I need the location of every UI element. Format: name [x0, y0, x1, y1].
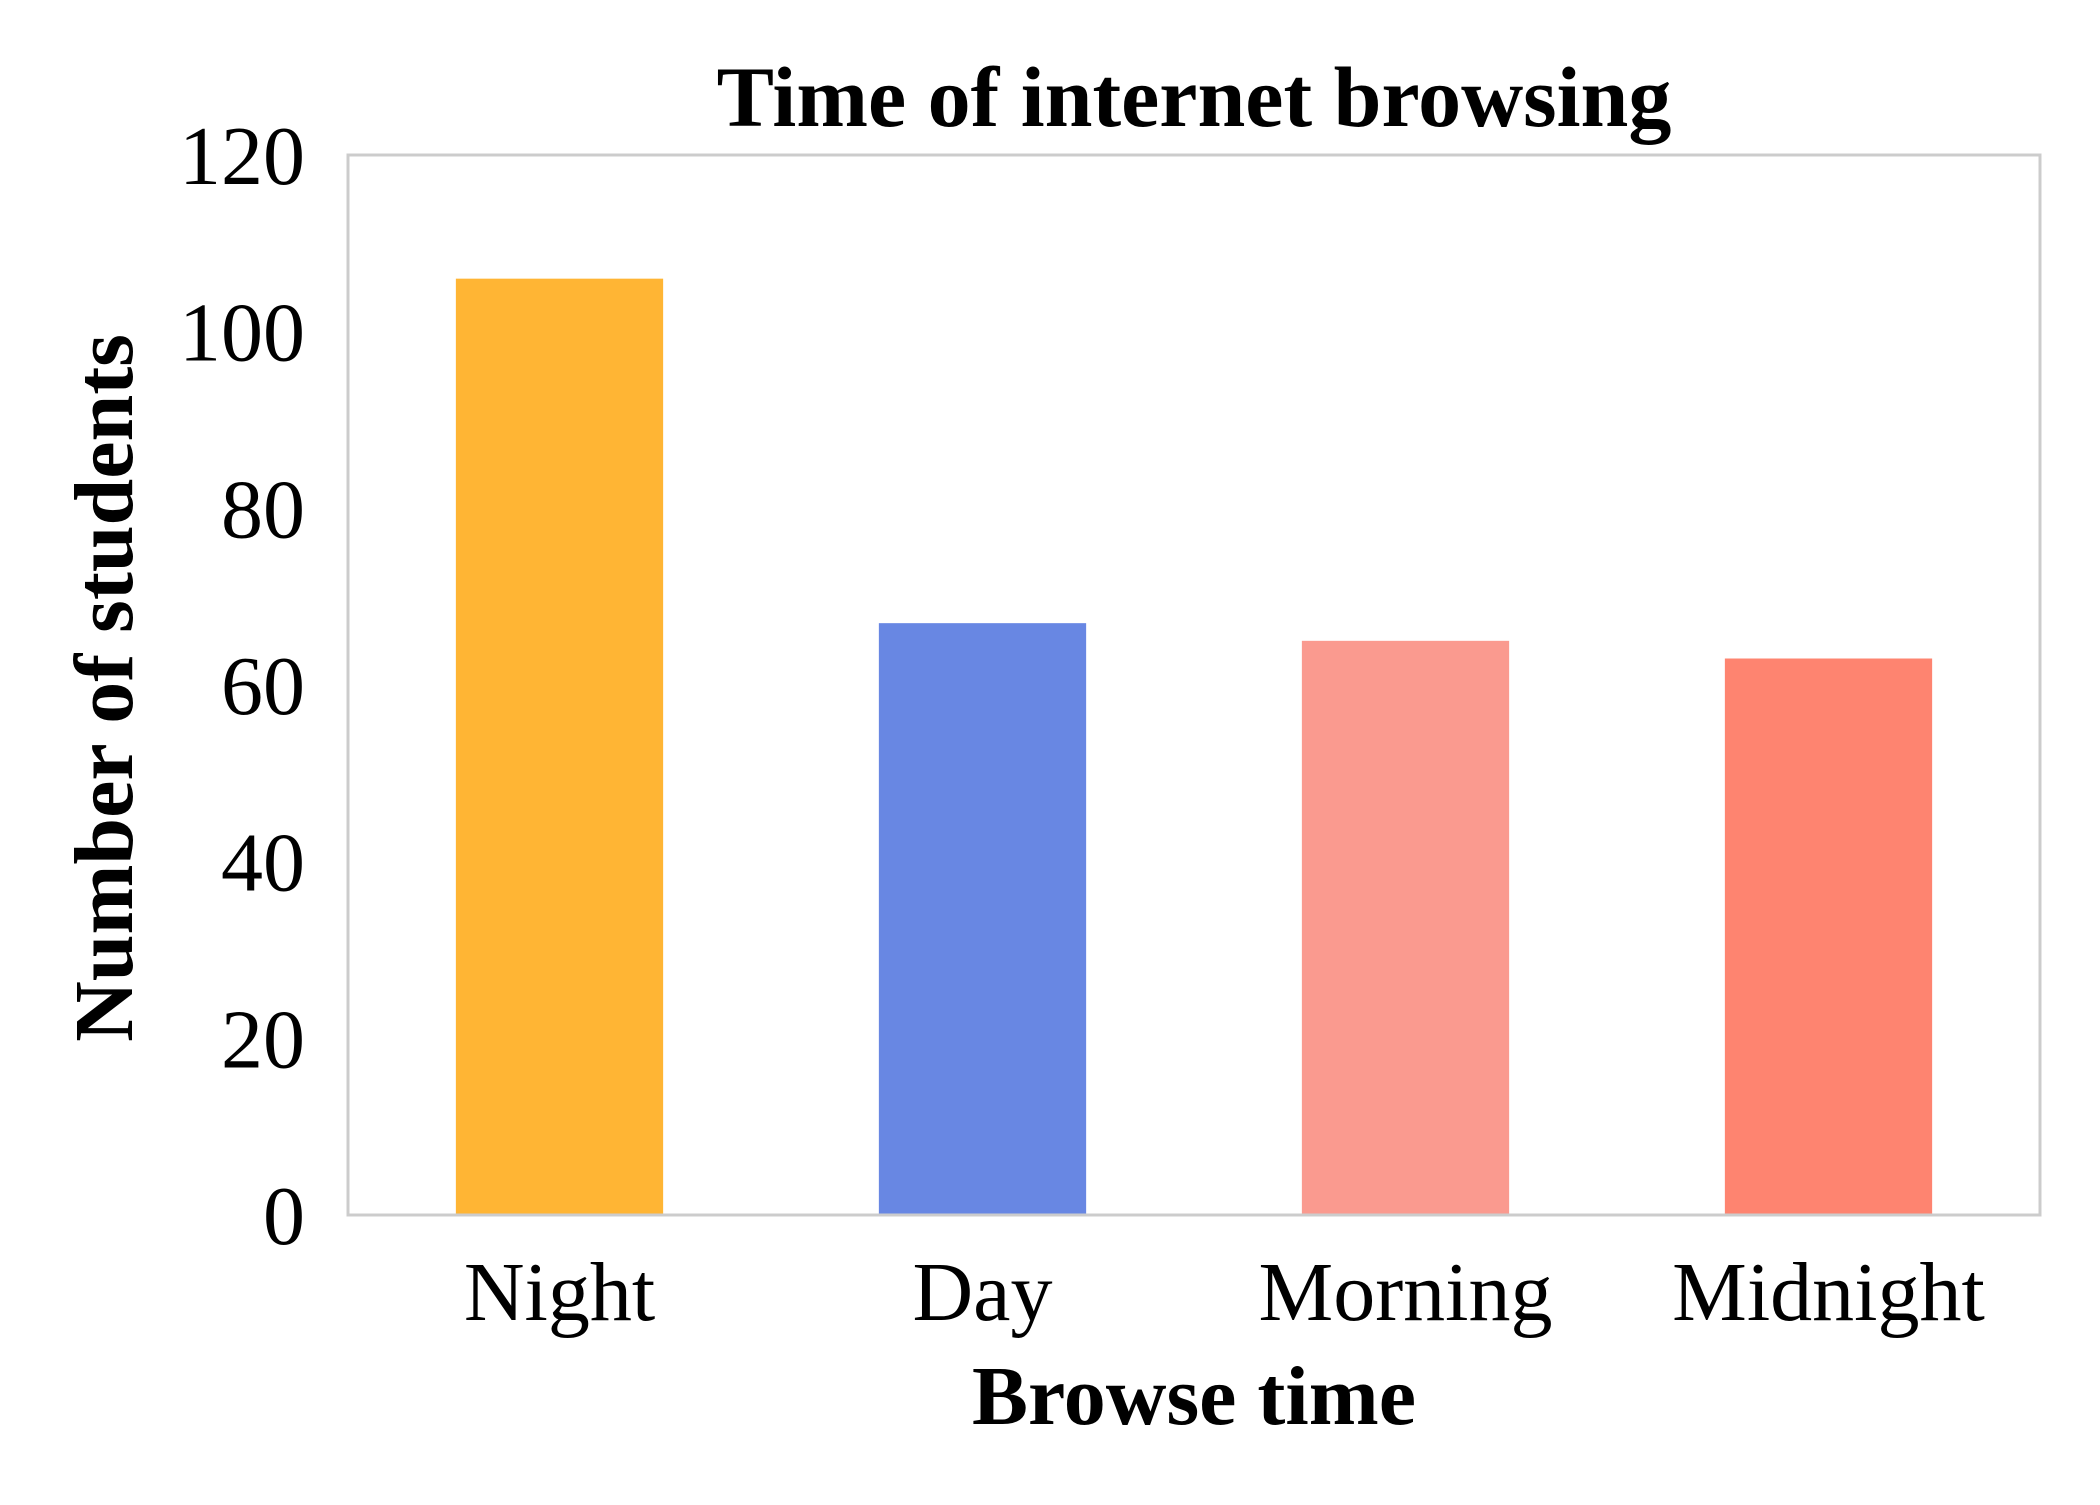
x-tick-label-night: Night [464, 1246, 655, 1339]
x-tick-label-day: Day [913, 1246, 1053, 1339]
y-tick-label-60: 60 [221, 640, 305, 733]
x-axis-label: Browse time [972, 1350, 1416, 1443]
y-tick-label-120: 120 [179, 110, 305, 203]
x-tick-label-midnight: Midnight [1672, 1246, 1985, 1339]
bar-day [878, 623, 1087, 1215]
bars-layer [455, 278, 1933, 1216]
y-tick-label-100: 100 [179, 287, 305, 380]
x-tick-labels: Night Day Morning Midnight [464, 1246, 1985, 1339]
y-tick-label-20: 20 [221, 993, 305, 1086]
y-axis-label: Number of students [58, 334, 151, 1042]
bar-midnight [1724, 658, 1933, 1215]
x-tick-label-morning: Morning [1259, 1246, 1553, 1339]
bar-night [455, 278, 664, 1216]
bar-morning [1301, 640, 1510, 1215]
y-tick-labels: 0 20 40 60 80 100 120 [179, 110, 305, 1263]
chart-title: Time of internet browsing [717, 49, 1672, 145]
y-tick-label-0: 0 [263, 1170, 305, 1263]
plot-frame [346, 153, 2042, 1217]
y-tick-label-40: 40 [221, 817, 305, 910]
y-tick-label-80: 80 [221, 463, 305, 556]
